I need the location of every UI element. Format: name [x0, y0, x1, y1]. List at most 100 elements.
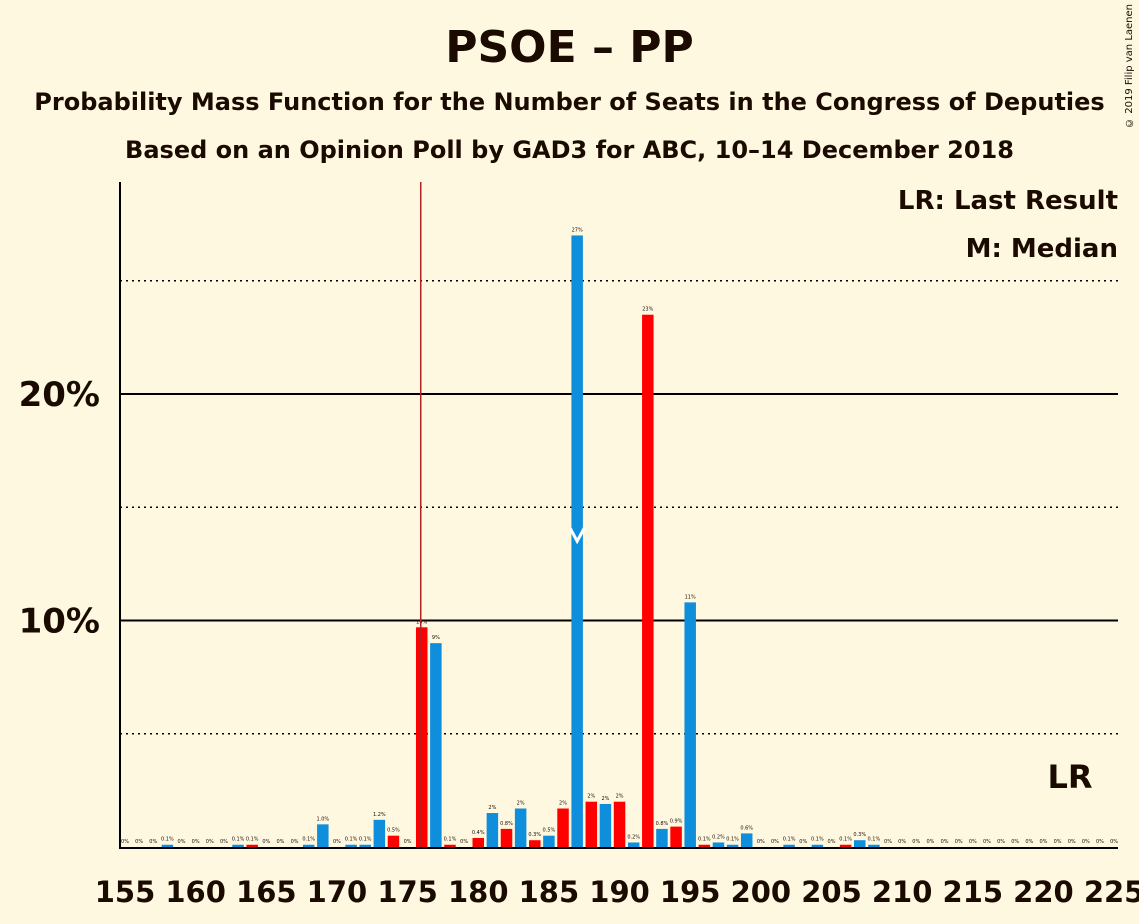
bar-seat-180 — [472, 837, 484, 847]
bar-seat-184 — [529, 840, 541, 847]
bar-label-seat-224: 0% — [1096, 839, 1104, 845]
bar-label-seat-191: 0.2% — [627, 834, 640, 840]
bar-label-seat-180: 0.4% — [472, 830, 485, 836]
bar-label-seat-186: 2% — [559, 800, 567, 806]
bar-label-seat-163: 0.1% — [232, 837, 245, 843]
x-tick-label: 210 — [872, 875, 933, 909]
bar-seat-189 — [599, 803, 612, 847]
bar-label-seat-171: 0.1% — [345, 837, 358, 843]
axes: 155 160 165 170 175 180 185 190 195 200 205 210 215 2… — [95, 182, 1139, 909]
bar-label-seat-221: 0% — [1054, 839, 1062, 845]
bar-seat-193 — [656, 828, 668, 847]
bar-label-seat-165: 0% — [262, 839, 270, 845]
bar-seat-192 — [642, 314, 654, 848]
bar-label-seat-222: 0% — [1068, 839, 1076, 845]
bar-seat-196 — [698, 844, 711, 847]
bar-label-seat-213: 0% — [941, 839, 949, 845]
bar-seat-178 — [444, 844, 456, 847]
bar-label-seat-159: 0% — [178, 839, 186, 845]
bar-label-seat-158: 0.1% — [161, 837, 174, 843]
bar-seat-185 — [543, 835, 555, 847]
bar-label-seat-188: 2% — [587, 794, 595, 800]
bar-label-seat-168: 0.1% — [302, 837, 315, 843]
bar-label-seat-210: 0% — [898, 839, 906, 845]
bar-label-seat-198: 0.1% — [726, 837, 739, 843]
x-tick-label: 175 — [377, 875, 438, 909]
x-tick-label: 220 — [1013, 875, 1074, 909]
bar-label-seat-175: 0% — [404, 839, 412, 845]
y-tick-label: 10% — [19, 602, 100, 642]
bar-label-seat-195: 11% — [685, 594, 696, 600]
bar-label-seat-204: 0.1% — [811, 837, 824, 843]
chart-title: PSOE – PP — [445, 22, 694, 73]
bar-label-seat-189: 2% — [601, 796, 609, 802]
bar-seat-158 — [161, 844, 174, 847]
bar-label-seat-199: 0.6% — [740, 825, 753, 831]
x-tick-label: 185 — [519, 875, 580, 909]
bar-label-seat-215: 0% — [969, 839, 977, 845]
bar-label-seat-193: 0.8% — [656, 821, 669, 827]
bar-seat-191 — [627, 842, 640, 847]
x-tick-label: 165 — [236, 875, 297, 909]
bar-label-seat-219: 0% — [1025, 839, 1033, 845]
bar-label-seat-177: 9% — [432, 635, 440, 641]
bar-label-seat-182: 0.8% — [500, 821, 513, 827]
bar-label-seat-212: 0% — [926, 839, 934, 845]
bar-seat-195 — [684, 602, 696, 847]
bar-label-seat-223: 0% — [1082, 839, 1090, 845]
x-tick-label: 160 — [165, 875, 226, 909]
bar-seat-198 — [726, 844, 739, 847]
bar-label-seat-179: 0% — [460, 839, 468, 845]
x-tick-label: 155 — [95, 875, 156, 909]
bar-label-seat-181: 2% — [488, 805, 496, 811]
bar-label-seat-197: 0.2% — [712, 834, 725, 840]
bar-label-seat-156: 0% — [135, 839, 143, 845]
bar-label-seat-211: 0% — [912, 839, 920, 845]
bar-label-seat-192: 23% — [642, 307, 653, 313]
bar-label-seat-172: 0.1% — [359, 837, 372, 843]
bar-label-seat-184: 0.3% — [528, 832, 541, 838]
bar-label-seat-166: 0% — [276, 839, 284, 845]
bar-seat-206 — [839, 844, 852, 847]
bar-seat-171 — [345, 844, 357, 847]
bar-seat-182 — [500, 828, 513, 847]
bar-seat-181 — [486, 813, 499, 847]
bar-label-seat-176: 10% — [416, 619, 427, 625]
bar-label-seat-216: 0% — [983, 839, 991, 845]
bar-label-seat-220: 0% — [1039, 839, 1047, 845]
bar-seat-208 — [868, 844, 880, 847]
bar-seat-199 — [740, 833, 753, 847]
x-tick-label: 200 — [731, 875, 792, 909]
bar-label-seat-178: 0.1% — [444, 837, 457, 843]
x-tick-label: 215 — [943, 875, 1004, 909]
bar-label-seat-200: 0% — [757, 839, 765, 845]
bar-label-seat-162: 0% — [220, 839, 228, 845]
bar-label-seat-173: 1.2% — [373, 812, 386, 818]
bar-seat-177 — [430, 643, 442, 847]
x-tick-label: 225 — [1084, 875, 1139, 909]
grid-lines: 10% 20% — [19, 280, 1118, 735]
bar-label-seat-214: 0% — [955, 839, 963, 845]
bar-seat-197 — [712, 842, 725, 847]
bar-seat-204 — [811, 844, 824, 847]
bar-seat-172 — [359, 844, 371, 847]
bar-label-seat-155: 0% — [121, 839, 129, 845]
bar-seat-188 — [585, 801, 598, 847]
legend-median: M: Median — [966, 234, 1118, 264]
bar-label-seat-225: 0% — [1110, 839, 1118, 845]
markers — [419, 182, 586, 847]
x-tick-label: 190 — [589, 875, 650, 909]
bar-label-seat-196: 0.1% — [698, 837, 711, 843]
bar-label-seat-190: 2% — [616, 794, 624, 800]
chart-subtitle-pmf: Probability Mass Function for the Number… — [34, 88, 1105, 116]
bar-seat-190 — [613, 801, 626, 847]
chart-subtitle-poll: Based on an Opinion Poll by GAD3 for ABC… — [125, 136, 1014, 164]
bar-seat-174 — [387, 835, 400, 847]
bar-label-seat-208: 0.1% — [868, 837, 881, 843]
bar-seat-168 — [302, 844, 315, 847]
bar-seat-194 — [670, 826, 682, 847]
bar-label-seat-218: 0% — [1011, 839, 1019, 845]
bar-label-seat-161: 0% — [206, 839, 214, 845]
bar-label-seat-205: 0% — [828, 839, 836, 845]
